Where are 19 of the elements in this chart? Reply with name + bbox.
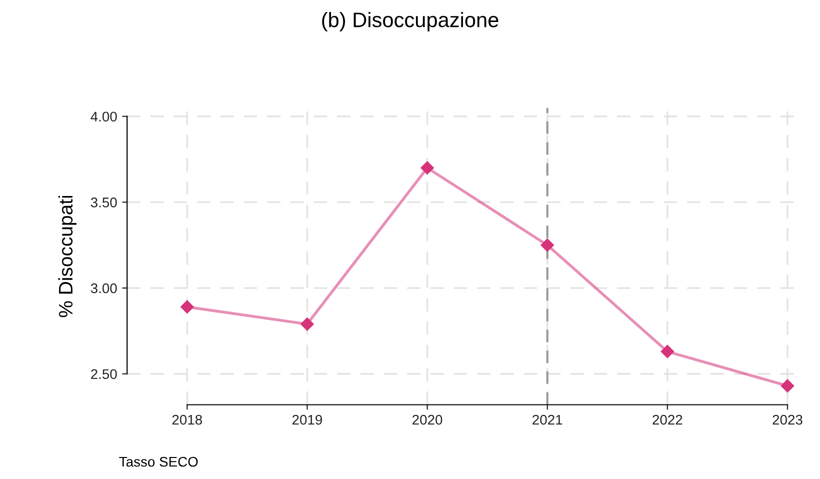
x-tick-label: 2018 xyxy=(172,414,202,425)
y-tick-label: 4.00 xyxy=(90,112,117,122)
text: Tasso SECO xyxy=(119,456,198,467)
point xyxy=(540,238,554,252)
point xyxy=(660,344,674,358)
y-tick-label: 3.50 xyxy=(90,198,117,208)
x-tick-label: 2021 xyxy=(532,414,562,425)
x-tick-label: 2019 xyxy=(292,414,322,425)
y-axis-title: % Disoccupati xyxy=(58,196,76,318)
x-tick-label: 2022 xyxy=(652,414,682,425)
point xyxy=(420,161,434,174)
point xyxy=(780,379,794,392)
chart-title: (b) Disoccupazione xyxy=(322,12,498,32)
y-tick-label: 2.50 xyxy=(91,369,117,380)
x-tick-label: 2023 xyxy=(772,414,802,425)
y-tick-label: 3.00 xyxy=(90,283,117,294)
x-tick-label: 2020 xyxy=(412,414,442,425)
point xyxy=(300,317,314,331)
point xyxy=(180,300,194,314)
